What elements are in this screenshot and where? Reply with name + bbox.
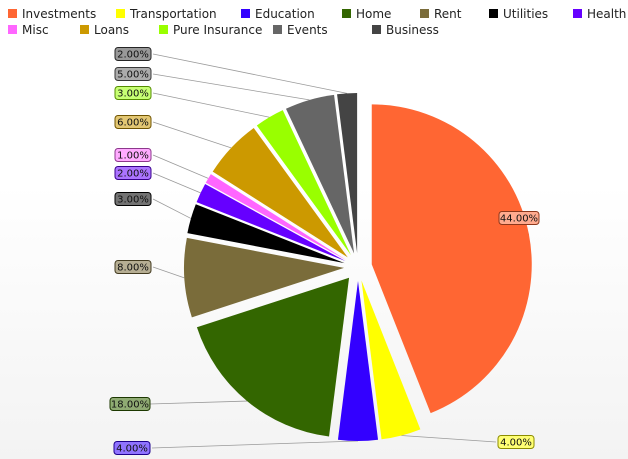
data-label-text-rent: 8.00%	[117, 263, 149, 274]
data-label-text-utilities: 3.00%	[117, 195, 149, 206]
legend-label-utilities: Utilities	[503, 7, 548, 21]
data-label-investments: 44.00%	[499, 212, 539, 225]
legend-label-transportation: Transportation	[129, 7, 217, 21]
data-label-rent: 8.00%	[115, 261, 151, 274]
leader-line-pure-insurance	[153, 93, 269, 117]
data-label-text-loans: 6.00%	[117, 118, 149, 129]
data-label-misc: 1.00%	[115, 149, 151, 162]
leader-line-business	[153, 54, 347, 93]
data-label-text-health: 2.00%	[117, 169, 149, 180]
leader-line-events	[153, 74, 309, 100]
legend-item-events[interactable]: Events	[273, 23, 328, 37]
legend-item-misc[interactable]: Misc	[8, 23, 49, 37]
legend-label-investments: Investments	[22, 7, 96, 21]
leader-line-education	[152, 441, 358, 448]
data-label-text-education: 4.00%	[116, 444, 148, 455]
legend-swatch-utilities	[489, 9, 498, 18]
legend-label-loans: Loans	[94, 23, 129, 37]
data-label-events: 5.00%	[115, 68, 151, 81]
legend-item-health[interactable]: Health	[573, 7, 626, 21]
leader-line-loans	[153, 122, 231, 148]
legend-item-business[interactable]: Business	[372, 23, 439, 37]
legend-item-pure-insurance[interactable]: Pure Insurance	[159, 23, 262, 37]
legend-swatch-home	[342, 9, 351, 18]
legend-label-business: Business	[386, 23, 439, 37]
data-label-text-pure-insurance: 3.00%	[117, 89, 149, 100]
legend-swatch-events	[273, 25, 282, 34]
legend-label-education: Education	[255, 7, 315, 21]
legend-label-rent: Rent	[434, 7, 462, 21]
legend: Investments Transportation Education Home Re…	[8, 7, 626, 37]
leader-line-utilities	[153, 199, 191, 218]
legend-swatch-rent	[420, 9, 429, 18]
legend-label-pure-insurance: Pure Insurance	[173, 23, 262, 37]
legend-swatch-pure-insurance	[159, 25, 168, 34]
legend-item-investments[interactable]: Investments	[8, 7, 96, 21]
data-label-education: 4.00%	[114, 442, 150, 455]
legend-swatch-misc	[8, 25, 17, 34]
legend-swatch-investments	[8, 9, 17, 18]
legend-label-health: Health	[587, 7, 626, 21]
legend-swatch-loans	[80, 25, 89, 34]
data-label-business: 2.00%	[115, 48, 151, 61]
data-label-loans: 6.00%	[115, 116, 151, 129]
legend-label-misc: Misc	[22, 23, 49, 37]
data-label-text-investments: 44.00%	[500, 214, 538, 225]
legend-item-loans[interactable]: Loans	[80, 23, 129, 37]
legend-item-rent[interactable]: Rent	[420, 7, 462, 21]
data-label-text-events: 5.00%	[117, 70, 149, 81]
data-label-utilities: 3.00%	[115, 193, 151, 206]
pie-slices	[184, 93, 532, 441]
data-label-transportation: 4.00%	[498, 436, 534, 449]
legend-swatch-transportation	[116, 9, 125, 18]
data-label-pure-insurance: 3.00%	[115, 87, 151, 100]
leader-line-health	[153, 173, 201, 193]
legend-label-home: Home	[356, 7, 391, 21]
legend-swatch-health	[573, 9, 582, 18]
legend-item-education[interactable]: Education	[241, 7, 315, 21]
slice-investments[interactable]	[372, 104, 532, 413]
data-label-text-transportation: 4.00%	[500, 438, 532, 449]
legend-swatch-education	[241, 9, 250, 18]
data-label-text-business: 2.00%	[117, 50, 149, 61]
legend-label-events: Events	[287, 23, 328, 37]
data-label-home: 18.00%	[110, 398, 150, 411]
leader-line-transportation	[401, 436, 496, 442]
leader-line-rent	[153, 267, 184, 278]
legend-swatch-business	[372, 25, 381, 34]
leader-line-misc	[153, 155, 208, 178]
leader-line-home	[150, 401, 247, 404]
data-label-text-misc: 1.00%	[117, 151, 149, 162]
legend-item-utilities[interactable]: Utilities	[489, 7, 548, 21]
data-label-text-home: 18.00%	[111, 400, 149, 411]
legend-item-home[interactable]: Home	[342, 7, 391, 21]
legend-item-transportation[interactable]: Transportation	[116, 7, 217, 21]
data-label-health: 2.00%	[115, 167, 151, 180]
